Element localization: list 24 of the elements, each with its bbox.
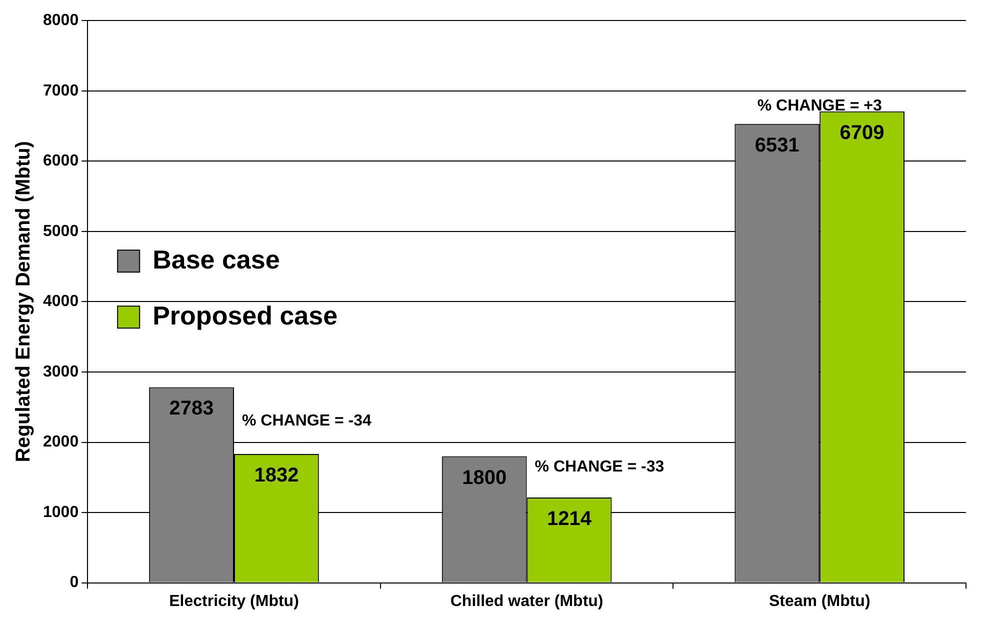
data-label: 1832 [254, 464, 299, 487]
y-tick-label: 7000 [43, 82, 79, 100]
y-tick-label: 3000 [43, 363, 79, 380]
annotation: % CHANGE = -33 [534, 458, 664, 476]
y-tick-label: 5000 [43, 222, 79, 240]
y-tick-label: 1000 [43, 504, 79, 521]
x-tick-label: Steam (Mbtu) [768, 592, 870, 610]
data-label: 1800 [462, 466, 507, 489]
data-label: 2783 [169, 398, 214, 420]
x-tick-label: Chilled water (Mbtu) [450, 592, 604, 610]
data-label: 6709 [840, 122, 884, 144]
data-label: 6531 [754, 134, 800, 156]
data-label: 1214 [547, 508, 592, 530]
y-tick-label: 0 [70, 574, 79, 592]
legend-label: Proposed case [152, 300, 338, 330]
annotation: % CHANGE = -34 [242, 412, 372, 430]
annotation: % CHANGE = +3 [757, 97, 882, 114]
y-axis-title: Regulated Energy Demand (Mbtu) [12, 141, 35, 462]
legend-label: Base case [152, 244, 280, 274]
y-tick-label: 6000 [43, 152, 79, 170]
x-tick-label: Electricity (Mbtu) [169, 592, 299, 610]
y-tick-label: 4000 [43, 293, 79, 310]
y-tick-label: 2000 [43, 434, 79, 451]
y-tick-label: 8000 [43, 12, 79, 30]
